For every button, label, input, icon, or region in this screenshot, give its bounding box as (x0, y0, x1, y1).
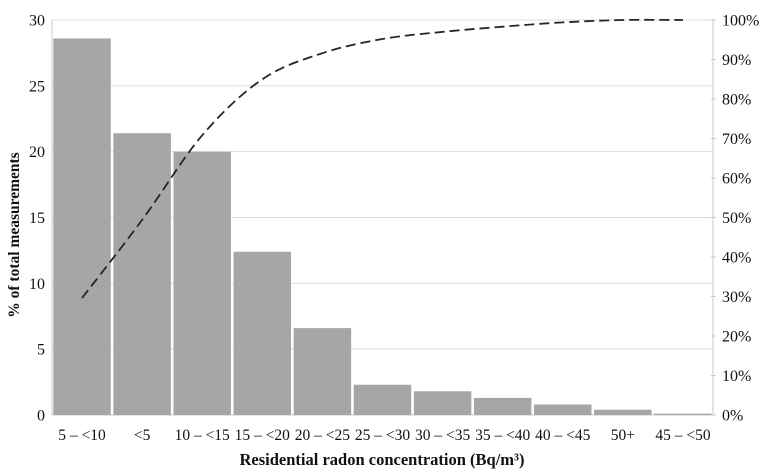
histogram-bar-2 (173, 151, 231, 416)
left-tick-label: 5 (37, 342, 45, 359)
x-category-label: 45 – <50 (655, 427, 710, 444)
y-axis-title: % of total measurements (6, 152, 23, 318)
x-category-label: 20 – <25 (295, 427, 350, 444)
right-tick-label: 20% (722, 329, 751, 346)
right-tick-label: 50% (722, 210, 751, 227)
left-tick-label: 0 (37, 408, 45, 425)
left-tick-label: 30 (29, 13, 45, 30)
histogram-bar-3 (233, 251, 292, 415)
cumulative-line (81, 18, 684, 299)
right-tick-label: 30% (722, 289, 751, 306)
right-tick-label: 10% (722, 368, 751, 385)
x-category-label: 40 – <45 (535, 427, 590, 444)
left-tick-label: 20 (29, 144, 45, 161)
histogram-bar-4 (293, 328, 352, 415)
right-tick-label: 100% (722, 13, 759, 30)
x-category-label: 50+ (611, 427, 635, 444)
x-category-label: 15 – <20 (235, 427, 290, 444)
left-tick-label: 15 (29, 210, 45, 227)
right-tick-label: 70% (722, 131, 751, 148)
x-category-label: 35 – <40 (475, 427, 530, 444)
histogram-bar-6 (413, 391, 472, 415)
histogram-bar-7 (473, 397, 532, 415)
histogram-bar-8 (534, 404, 592, 415)
histogram-bar-5 (353, 384, 412, 415)
x-category-label: 5 – <10 (58, 427, 106, 444)
right-tick-label: 80% (722, 92, 751, 109)
x-category-label: <5 (134, 427, 151, 444)
right-tick-label: 0% (722, 408, 743, 425)
histogram-bar-9 (594, 409, 652, 415)
right-tick-label: 40% (722, 250, 751, 267)
right-tick-label: 90% (722, 52, 751, 69)
x-axis-title: Residential radon concentration (Bq/m³) (239, 450, 525, 469)
left-tick-label: 25 (29, 78, 45, 95)
histogram-bar-0 (53, 38, 111, 416)
histogram-bar-1 (113, 133, 171, 416)
histogram-bar-10 (654, 413, 712, 415)
x-category-label: 25 – <30 (355, 427, 410, 444)
x-category-label: 10 – <15 (175, 427, 230, 444)
right-tick-label: 60% (722, 171, 751, 188)
left-tick-label: 10 (29, 276, 45, 293)
x-category-label: 30 – <35 (415, 427, 470, 444)
